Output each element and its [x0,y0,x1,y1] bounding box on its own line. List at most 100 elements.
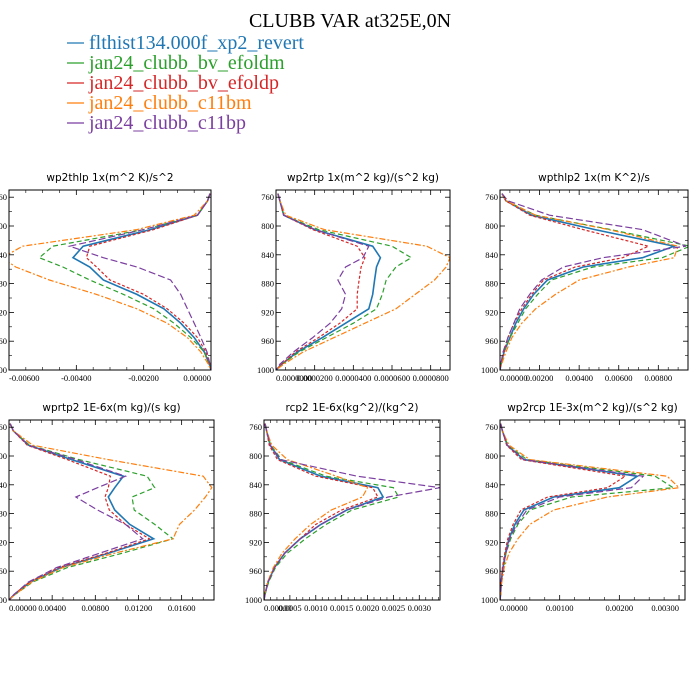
x-tick-label: 0.0000400 [335,373,371,383]
y-tick-label: 920 [485,537,498,547]
y-tick-label: 800 [0,221,7,231]
figure-title: CLUBB VAR at325E,0N [249,10,451,32]
y-tick-label: 920 [261,307,274,317]
x-tick-label: 0.0015 [330,603,353,613]
x-tick-label: 0.0000800 [413,373,449,383]
series-line [264,423,400,600]
x-tick-label: 0.00100 [546,603,574,613]
y-tick-label: 800 [485,221,498,231]
x-tick-label: 0.0000600 [374,373,410,383]
panel-title: wp2thlp 1x(m^2 K)/s^2 [46,172,173,184]
y-tick-label: 800 [485,451,498,461]
series-line [500,193,679,370]
chart-panel: wprtp2 1E-6x(m kg)/(s kg) 760 800 840 880 920… [0,402,215,613]
legend-entry: flthist134.000f_xp2_revert [89,32,304,54]
x-tick-label: 0.00400 [565,373,593,383]
x-tick-label: 0.00300 [651,603,679,613]
panels: wp2thlp 1x(m^2 K)/s^2 760 800 840 880 920 960 1… [0,172,689,613]
plot-frame [275,189,451,371]
series-line [9,423,175,600]
y-tick-label: 760 [249,422,262,432]
panel-title: wp2rcp 1E-3x(m^2 kg)/(s^2 kg) [507,402,678,414]
y-tick-label: 880 [0,509,7,519]
x-tick-label: 0.01200 [125,603,153,613]
x-tick-label: 0.00000 [500,603,528,613]
x-tick-label: 0.00200 [606,603,634,613]
x-tick-label: 0.00600 [605,373,633,383]
series-line [500,423,627,600]
legend-entry: jan24_clubb_c11bp [88,112,246,134]
x-tick-label: 0.01600 [168,603,196,613]
x-tick-label: 0.0005 [278,603,301,613]
y-tick-label: 920 [0,537,7,547]
y-tick-label: 760 [0,192,7,202]
x-tick-label: -0.00400 [61,373,91,383]
panel-title: rcp2 1E-6x(kg^2)/(kg^2) [286,402,419,414]
series-line [264,423,440,600]
series-line [264,423,379,600]
series-line [9,423,145,600]
x-tick-label: 0.00000 [9,603,37,613]
series-line [9,423,156,600]
y-tick-label: 920 [249,537,262,547]
x-tick-label: 0.00400 [38,603,66,613]
y-tick-label: 880 [261,279,274,289]
series-line [276,193,413,370]
y-tick-label: 960 [485,336,498,346]
plot-frame [8,419,215,601]
series-line [500,193,688,370]
series-line [264,423,385,600]
series-line [67,193,211,370]
x-tick-label: 0.0000200 [297,373,333,383]
y-tick-label: 880 [485,279,498,289]
y-tick-label: 760 [485,192,498,202]
panel-title: wpthlp2 1x(m K^2)/s [538,172,650,184]
y-tick-label: 960 [0,336,7,346]
y-tick-label: 760 [485,422,498,432]
y-tick-label: 1000 [257,365,274,375]
x-tick-label: 0.00800 [645,373,673,383]
x-tick-label: 0.0010 [304,603,327,613]
legend-entry: jan24_clubb_bv_efoldp [88,72,279,94]
y-tick-label: 880 [485,509,498,519]
series-line [276,193,450,370]
chart-panel: wp2rtp 1x(m^2 kg)/(s^2 kg) 760 800 840 880 92… [257,172,451,383]
series-line [500,193,678,370]
series-line [500,423,645,600]
y-tick-label: 840 [0,250,7,260]
y-tick-label: 920 [485,307,498,317]
panel-title: wp2rtp 1x(m^2 kg)/(s^2 kg) [287,172,439,184]
y-tick-label: 760 [0,422,7,432]
plot-frame [499,189,689,371]
x-tick-label: 0.00800 [82,603,110,613]
y-tick-label: 840 [249,480,262,490]
x-tick-label: 0.00200 [526,373,554,383]
series-line [9,193,211,370]
y-tick-label: 760 [261,192,274,202]
y-tick-label: 1000 [481,365,498,375]
y-tick-label: 880 [0,279,7,289]
series-line [9,423,151,600]
x-tick-label: 0.0025 [382,603,405,613]
y-tick-label: 1000 [481,595,498,605]
series-line [500,193,687,370]
series-line [500,423,681,600]
y-tick-label: 800 [261,221,274,231]
y-tick-label: 840 [485,480,498,490]
y-tick-label: 1000 [245,595,262,605]
y-tick-label: 960 [0,566,7,576]
plot-frame [263,419,441,601]
chart-panel: wp2thlp 1x(m^2 K)/s^2 760 800 840 880 920 960 1… [0,172,212,383]
plot-frame [499,419,686,601]
series-line [500,193,651,370]
y-tick-label: 880 [249,509,262,519]
y-tick-label: 800 [249,451,262,461]
y-tick-label: 960 [261,336,274,346]
x-tick-label: -0.00200 [128,373,158,383]
series-line [9,423,213,600]
y-tick-label: 1000 [0,365,7,375]
legend: flthist134.000f_xp2_revert jan24_clubb_bv… [67,32,304,134]
x-tick-label: 0.0030 [408,603,431,613]
y-tick-label: 840 [0,480,7,490]
